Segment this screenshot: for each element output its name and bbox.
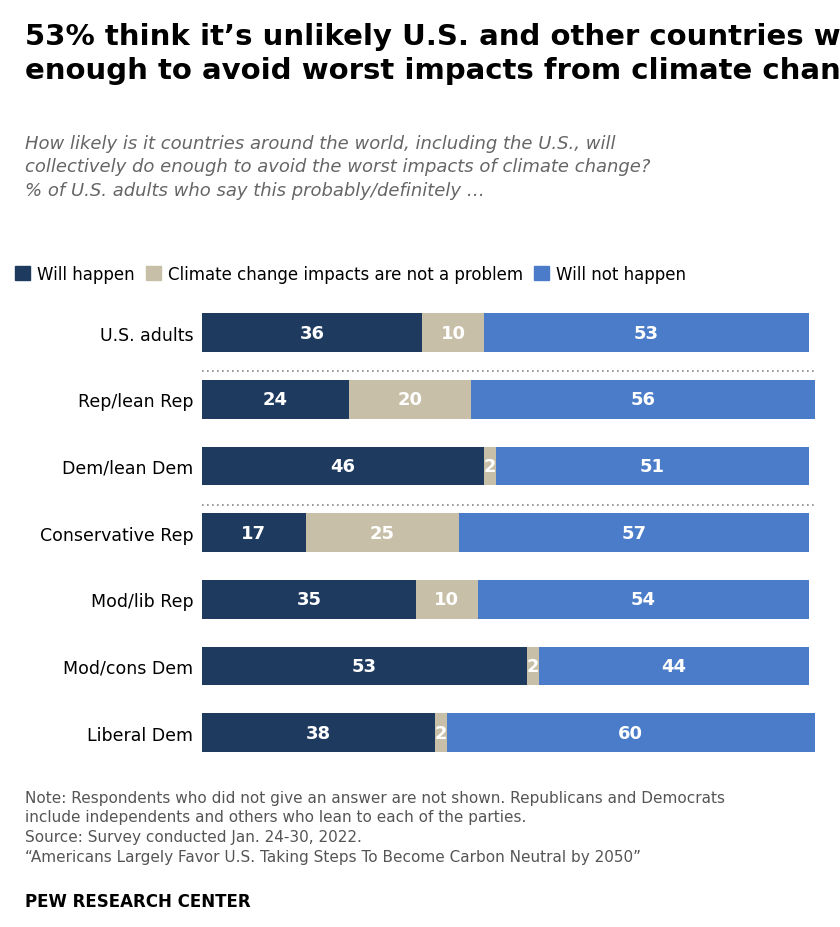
Bar: [496, 447, 809, 486]
Bar: [202, 714, 434, 752]
Text: Note: Respondents who did not give an answer are not shown. Republicans and Demo: Note: Respondents who did not give an an…: [25, 790, 725, 864]
Bar: [527, 647, 539, 685]
Text: 44: 44: [661, 657, 686, 675]
Bar: [202, 447, 484, 486]
Bar: [471, 381, 815, 419]
Text: 36: 36: [300, 324, 324, 342]
Bar: [202, 314, 423, 352]
Text: 57: 57: [622, 524, 647, 542]
Bar: [202, 514, 306, 552]
Bar: [306, 514, 459, 552]
Text: 10: 10: [440, 324, 465, 342]
Text: 51: 51: [640, 457, 664, 476]
Bar: [484, 447, 496, 486]
Bar: [202, 647, 527, 685]
Bar: [539, 647, 809, 685]
Bar: [484, 314, 809, 352]
Text: PEW RESEARCH CENTER: PEW RESEARCH CENTER: [25, 892, 251, 909]
Text: 60: 60: [618, 724, 643, 742]
Text: 53: 53: [352, 657, 376, 675]
Bar: [202, 580, 417, 619]
Bar: [349, 381, 471, 419]
Text: 17: 17: [241, 524, 266, 542]
Bar: [417, 580, 477, 619]
Text: 2: 2: [527, 657, 539, 675]
Text: 56: 56: [631, 391, 655, 409]
Text: How likely is it countries around the world, including the U.S., will
collective: How likely is it countries around the wo…: [25, 134, 650, 199]
Text: 38: 38: [306, 724, 331, 742]
Bar: [423, 314, 484, 352]
Text: 25: 25: [370, 524, 395, 542]
Bar: [477, 580, 809, 619]
Text: 2: 2: [484, 457, 496, 476]
Bar: [459, 514, 809, 552]
Legend: Will happen, Climate change impacts are not a problem, Will not happen: Will happen, Climate change impacts are …: [15, 266, 686, 284]
Bar: [434, 714, 447, 752]
Text: 46: 46: [330, 457, 355, 476]
Text: 2: 2: [434, 724, 447, 742]
Bar: [447, 714, 815, 752]
Text: 10: 10: [434, 590, 459, 609]
Text: 24: 24: [263, 391, 287, 409]
Text: 54: 54: [631, 590, 655, 609]
Text: 20: 20: [397, 391, 423, 409]
Text: 35: 35: [297, 590, 322, 609]
Text: 53% think it’s unlikely U.S. and other countries will do
enough to avoid worst i: 53% think it’s unlikely U.S. and other c…: [25, 23, 840, 84]
Bar: [202, 381, 349, 419]
Text: 53: 53: [633, 324, 659, 342]
